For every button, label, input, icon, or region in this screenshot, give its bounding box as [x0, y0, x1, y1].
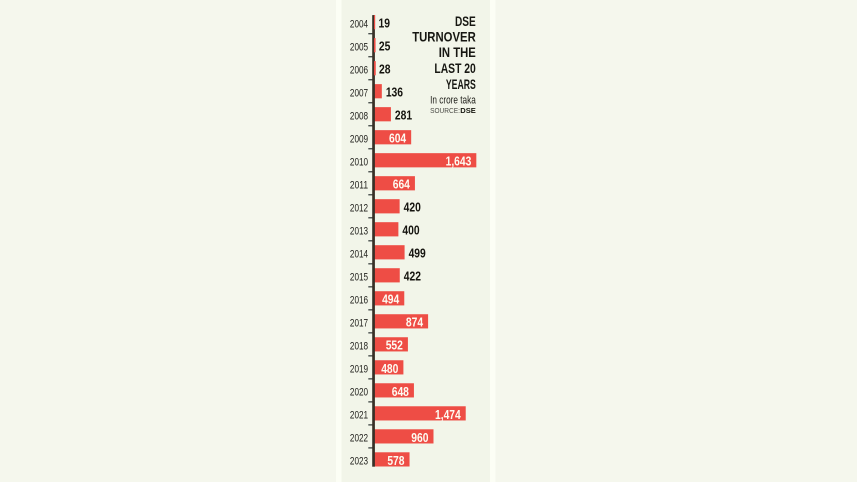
svg-text:2010: 2010 — [350, 156, 368, 168]
svg-text:400: 400 — [402, 223, 419, 238]
svg-text:648: 648 — [392, 384, 409, 399]
svg-text:28: 28 — [379, 62, 391, 77]
svg-text:25: 25 — [379, 39, 391, 54]
svg-text:DSE: DSE — [460, 108, 476, 115]
svg-text:TURNOVER: TURNOVER — [412, 29, 476, 44]
svg-text:1,474: 1,474 — [435, 407, 461, 422]
svg-text:2011: 2011 — [350, 179, 368, 191]
svg-text:2018: 2018 — [350, 341, 368, 353]
svg-text:1,643: 1,643 — [446, 154, 472, 169]
svg-text:2022: 2022 — [350, 433, 368, 445]
svg-text:2023: 2023 — [350, 456, 368, 468]
svg-text:2005: 2005 — [350, 41, 368, 53]
svg-text:480: 480 — [381, 361, 398, 376]
svg-text:2008: 2008 — [350, 110, 368, 122]
svg-text:IN THE: IN THE — [439, 45, 476, 60]
svg-text:422: 422 — [404, 269, 421, 284]
svg-text:578: 578 — [387, 453, 404, 468]
svg-text:2007: 2007 — [350, 87, 368, 99]
svg-text:2004: 2004 — [350, 18, 368, 30]
svg-text:2019: 2019 — [350, 364, 368, 376]
svg-text:136: 136 — [386, 85, 403, 100]
svg-text:604: 604 — [389, 131, 407, 146]
svg-text:2013: 2013 — [350, 225, 368, 237]
svg-text:960: 960 — [411, 430, 428, 445]
svg-text:281: 281 — [395, 108, 412, 123]
svg-text:2021: 2021 — [350, 410, 368, 422]
svg-text:2014: 2014 — [350, 249, 368, 261]
svg-text:2012: 2012 — [350, 202, 368, 214]
svg-text:2015: 2015 — [350, 272, 368, 284]
svg-text:DSE: DSE — [455, 14, 476, 29]
svg-text:2020: 2020 — [350, 387, 368, 399]
svg-text:874: 874 — [406, 315, 424, 330]
svg-text:LAST 20: LAST 20 — [434, 61, 476, 76]
svg-text:YEARS: YEARS — [446, 77, 476, 92]
svg-text:2017: 2017 — [350, 318, 368, 330]
svg-text:2009: 2009 — [350, 133, 368, 145]
svg-text:19: 19 — [378, 16, 390, 31]
svg-text:In crore taka: In crore taka — [430, 95, 476, 107]
svg-text:664: 664 — [393, 177, 411, 192]
svg-text:2016: 2016 — [350, 295, 368, 307]
svg-text:SOURCE:: SOURCE: — [430, 108, 460, 115]
svg-text:420: 420 — [404, 200, 421, 215]
svg-text:552: 552 — [386, 338, 403, 353]
svg-text:2006: 2006 — [350, 64, 368, 76]
svg-text:494: 494 — [382, 292, 400, 307]
svg-text:499: 499 — [409, 246, 426, 261]
